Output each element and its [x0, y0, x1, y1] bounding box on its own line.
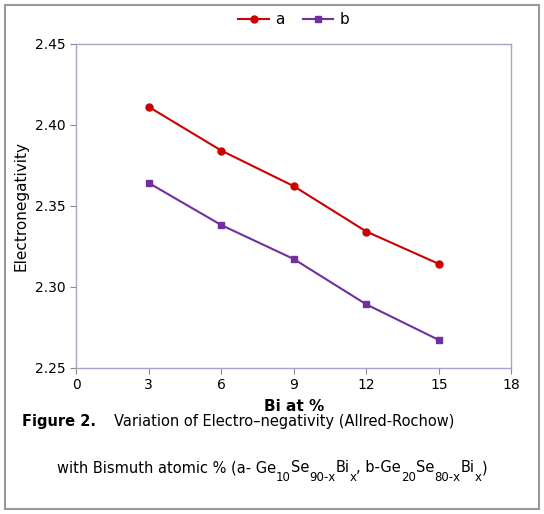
b: [290, 256, 297, 262]
a: [218, 148, 225, 154]
Text: Variation of Electro–negativity (Allred-Rochow): Variation of Electro–negativity (Allred-…: [114, 414, 455, 429]
a: [145, 104, 152, 110]
b: [363, 301, 369, 307]
b: [436, 337, 442, 343]
Text: , b-Ge: , b-Ge: [356, 460, 401, 475]
Text: ): ): [481, 460, 487, 475]
Text: 10: 10: [276, 471, 291, 484]
Text: with Bismuth atomic % (a- Ge: with Bismuth atomic % (a- Ge: [57, 460, 276, 475]
Legend: a, b: a, b: [232, 6, 355, 33]
Text: Figure 2.: Figure 2.: [22, 414, 96, 429]
Text: x: x: [349, 471, 356, 484]
Line: a: a: [145, 103, 442, 267]
Text: Se: Se: [291, 460, 309, 475]
X-axis label: Bi at %: Bi at %: [264, 399, 324, 414]
b: [218, 222, 225, 228]
Text: 90-x: 90-x: [309, 471, 336, 484]
a: [363, 228, 369, 234]
a: [290, 183, 297, 189]
Text: x: x: [474, 471, 481, 484]
Text: 80-x: 80-x: [435, 471, 461, 484]
b: [145, 180, 152, 186]
Text: Se: Se: [416, 460, 435, 475]
Text: Bi: Bi: [336, 460, 349, 475]
Text: 20: 20: [401, 471, 416, 484]
Y-axis label: Electronegativity: Electronegativity: [13, 141, 28, 270]
Line: b: b: [145, 179, 442, 343]
a: [436, 261, 442, 267]
Text: Bi: Bi: [461, 460, 474, 475]
